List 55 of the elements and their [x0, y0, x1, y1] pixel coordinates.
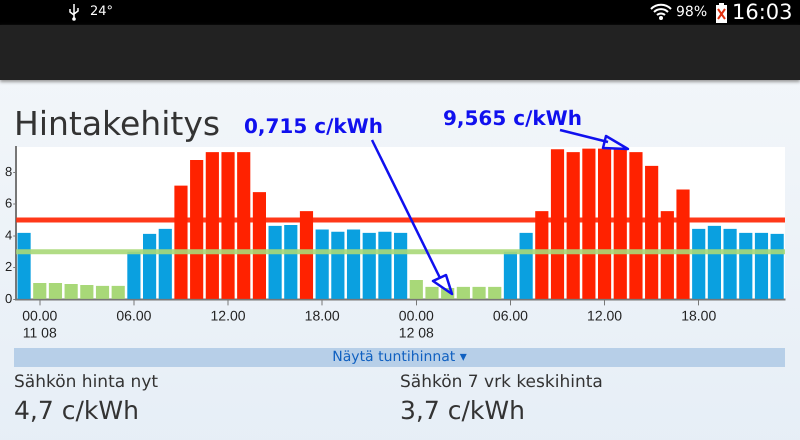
- bar: [770, 234, 784, 299]
- text: 3,7 c/kWh: [400, 396, 525, 425]
- bar: [346, 230, 360, 299]
- text: Näytä tuntihinnat ▾: [14, 348, 785, 367]
- bar: [127, 252, 140, 299]
- bar: [268, 226, 282, 299]
- text: 4,7 c/kWh: [14, 396, 139, 425]
- y-tick-label: 2: [4, 259, 12, 274]
- bar: [488, 286, 502, 299]
- y-tick-label: 8: [4, 164, 12, 179]
- bar: [754, 232, 768, 299]
- x-tick-label: 06.00: [116, 308, 152, 324]
- bar: [739, 232, 752, 299]
- x-tick-label: 00.00 12 08: [398, 308, 434, 340]
- bar: [284, 224, 298, 299]
- bar: [17, 232, 31, 299]
- bar: [708, 226, 721, 299]
- bar: [143, 234, 156, 299]
- x-tick-label: 18.00: [681, 308, 716, 324]
- text: 0,715 c/kWh: [244, 114, 383, 138]
- bar: [158, 228, 172, 299]
- bar: [410, 280, 423, 299]
- bar: [112, 286, 125, 299]
- y-tick-label: 0: [4, 290, 12, 306]
- x-tick-label: 18.00: [304, 308, 340, 324]
- bar: [64, 284, 78, 299]
- text: Sähkön 7 vrk keskihinta: [400, 372, 603, 392]
- text: 16:03: [732, 0, 793, 24]
- bar: [520, 232, 533, 299]
- bar: [504, 252, 518, 299]
- text: 98%: [676, 4, 708, 20]
- bar: [692, 228, 706, 299]
- bar: [724, 228, 737, 299]
- bar: [316, 230, 329, 299]
- x-tick-label: 06.00: [492, 308, 528, 324]
- bar: [96, 286, 110, 299]
- y-tick-label: 6: [4, 196, 12, 211]
- bar: [48, 283, 62, 299]
- chart-title: Hintakehitys: [14, 104, 220, 143]
- text: 24°: [90, 4, 114, 19]
- x-tick-label: 12.00: [210, 308, 246, 324]
- y-tick-label: 4: [4, 227, 12, 242]
- bar: [456, 286, 470, 299]
- bar: [80, 284, 94, 299]
- x-tick-label: 00.00 11 08: [22, 308, 58, 340]
- bar: [425, 286, 439, 299]
- bar: [33, 283, 46, 299]
- bar: [378, 232, 392, 299]
- bar: [362, 232, 376, 299]
- bar: [331, 232, 344, 299]
- text: 9,565 c/kWh: [443, 106, 582, 130]
- bar: [472, 286, 486, 299]
- text: Sähkön hinta nyt: [14, 372, 158, 392]
- x-tick-label: 12.00: [587, 308, 622, 324]
- bar: [394, 232, 408, 299]
